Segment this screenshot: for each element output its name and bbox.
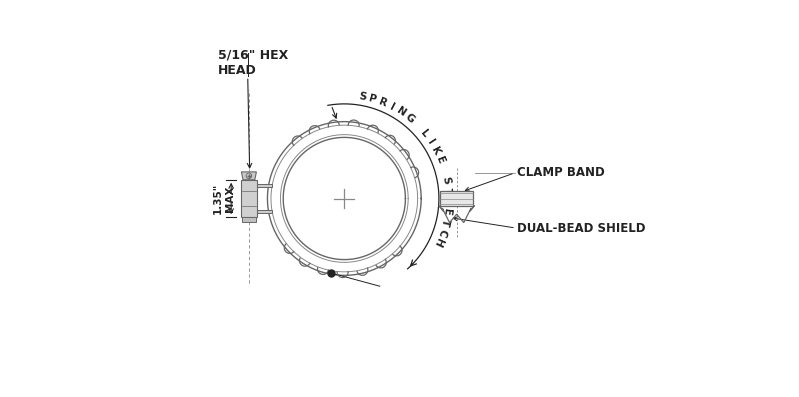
Text: P: P: [368, 93, 377, 105]
Bar: [256, 183, 272, 187]
Text: R: R: [377, 96, 388, 109]
Text: 5/16" HEX
HEAD: 5/16" HEX HEAD: [218, 49, 288, 77]
Text: N: N: [395, 106, 407, 119]
Text: H: H: [431, 236, 444, 248]
Text: I: I: [425, 137, 435, 146]
Text: CLAMP BAND: CLAMP BAND: [517, 166, 605, 179]
Text: S: S: [440, 176, 451, 185]
Text: C: C: [436, 227, 448, 238]
Text: R: R: [443, 197, 453, 206]
Bar: [242, 217, 256, 222]
Text: K: K: [430, 145, 442, 157]
Text: T: T: [442, 187, 452, 195]
Bar: [256, 210, 272, 214]
Text: L: L: [419, 127, 431, 139]
Bar: [440, 191, 474, 206]
Bar: [241, 180, 256, 217]
Polygon shape: [241, 172, 256, 180]
Text: T: T: [439, 218, 451, 227]
Text: S: S: [358, 91, 367, 102]
Text: G: G: [403, 112, 416, 125]
Text: E: E: [441, 208, 452, 216]
Text: 1.35"
MAX: 1.35" MAX: [213, 183, 235, 214]
Text: I: I: [388, 102, 396, 112]
Text: DUAL-BEAD SHIELD: DUAL-BEAD SHIELD: [517, 222, 646, 235]
Text: E: E: [435, 155, 447, 166]
